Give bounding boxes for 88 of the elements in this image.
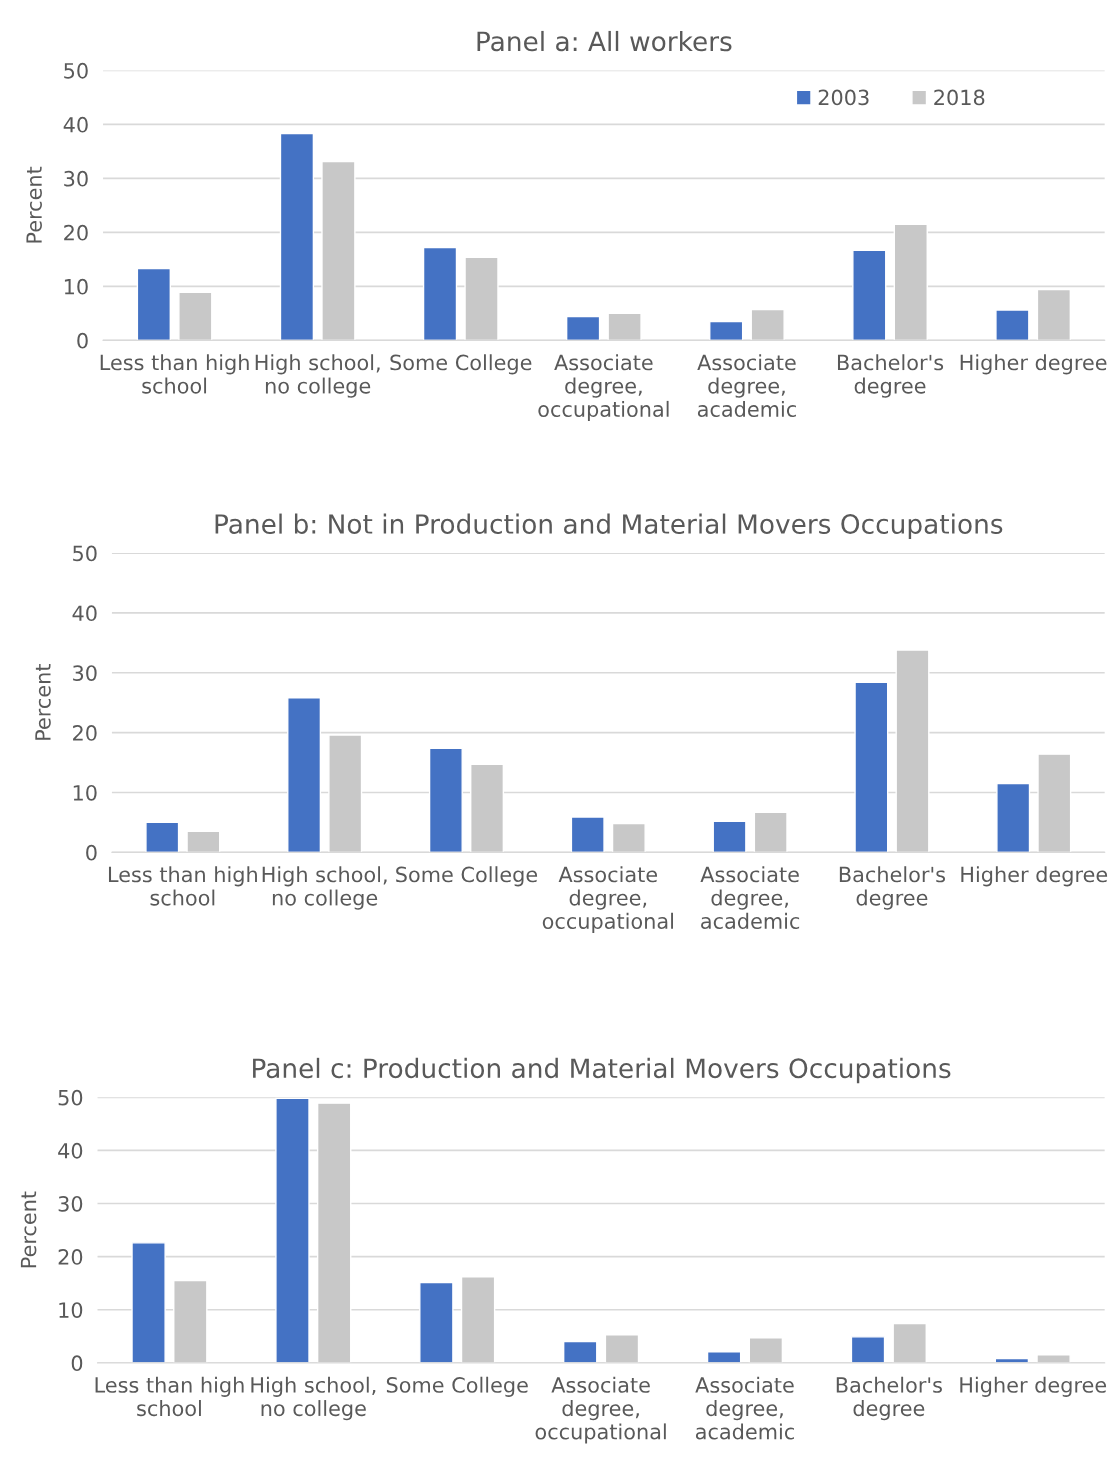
x-tick-label: Some College xyxy=(390,354,532,375)
y-tick-label: 40 xyxy=(63,116,88,133)
bar xyxy=(328,734,363,853)
x-tick-label: Less than high school xyxy=(108,866,257,906)
bar xyxy=(1036,288,1072,341)
y-tick-label: 10 xyxy=(59,1302,83,1318)
y-tick-label: 0 xyxy=(77,332,88,349)
y-tick-label: 50 xyxy=(73,545,97,562)
y-tick-label: 30 xyxy=(73,665,97,681)
y-tick-label: 0 xyxy=(71,1355,83,1372)
bar xyxy=(145,821,180,853)
legend-label: 2003 xyxy=(818,89,869,106)
x-tick-label: Associate degree, occupational xyxy=(535,1376,666,1444)
bar xyxy=(750,308,785,341)
bar xyxy=(275,1097,310,1363)
x-tick-label: Higher degree xyxy=(960,1376,1107,1397)
bar xyxy=(279,132,315,341)
x-tick-label: Associate degree, occupational xyxy=(542,866,673,934)
y-tick-label: 30 xyxy=(58,1195,83,1212)
bar xyxy=(562,1340,598,1363)
bar xyxy=(419,1281,454,1363)
x-tick-label: Some College xyxy=(396,866,538,887)
bar xyxy=(1037,753,1072,853)
x-tick-label: Higher degree xyxy=(961,866,1108,887)
bar xyxy=(422,246,458,341)
bar xyxy=(464,256,499,341)
bar xyxy=(709,320,744,341)
bar xyxy=(178,291,213,341)
legend-label: 2018 xyxy=(934,89,985,106)
y-axis-title: Percent xyxy=(26,166,42,243)
bar xyxy=(753,811,788,853)
y-tick-label: 40 xyxy=(58,1142,83,1159)
y-tick-label: 20 xyxy=(73,725,97,741)
y-axis-title: Percent xyxy=(35,664,51,740)
bar xyxy=(321,160,356,341)
bar xyxy=(893,223,928,341)
x-tick-label: Associate degree, academic xyxy=(697,354,796,418)
y-tick-label: 10 xyxy=(64,278,88,295)
bar xyxy=(470,763,505,853)
bar xyxy=(607,312,642,341)
bar xyxy=(850,1336,886,1363)
x-tick-label: Some College xyxy=(386,1376,528,1397)
chart-title: Panel c: Production and Material Movers Occupations xyxy=(253,1057,951,1084)
x-tick-label: High school, no college xyxy=(251,1376,376,1421)
y-tick-label: 10 xyxy=(73,784,97,801)
bar xyxy=(611,822,646,853)
bar xyxy=(565,315,601,341)
x-tick-label: Less than high school xyxy=(100,354,249,394)
x-tick-label: Bachelor's degree xyxy=(837,354,944,398)
bar xyxy=(186,830,221,853)
x-tick-label: High school, no college xyxy=(262,866,387,910)
bar xyxy=(852,249,887,341)
bar xyxy=(460,1276,496,1363)
bar xyxy=(854,681,889,853)
bar xyxy=(287,697,322,853)
bar xyxy=(712,820,747,853)
bar xyxy=(996,782,1031,853)
x-tick-label: Higher degree xyxy=(960,354,1107,375)
bar xyxy=(895,649,930,853)
y-tick-label: 40 xyxy=(72,605,97,622)
bar xyxy=(706,1350,742,1363)
y-tick-label: 50 xyxy=(64,62,88,79)
x-tick-label: High school, no college xyxy=(255,354,380,398)
bar xyxy=(748,1337,784,1363)
bar xyxy=(136,267,171,341)
bar xyxy=(316,1102,352,1363)
y-axis-title: Percent xyxy=(20,1191,37,1268)
bar xyxy=(428,747,463,853)
x-tick-label: Bachelor's degree xyxy=(839,866,946,910)
x-tick-label: Less than high school xyxy=(95,1376,244,1417)
y-tick-label: 20 xyxy=(64,224,88,241)
bar xyxy=(892,1322,927,1363)
bar xyxy=(1036,1354,1071,1363)
y-tick-label: 50 xyxy=(58,1089,83,1106)
bar xyxy=(131,1242,166,1363)
x-tick-label: Associate degree, academic xyxy=(695,1376,794,1440)
x-tick-label: Associate degree, academic xyxy=(700,866,800,929)
y-tick-label: 30 xyxy=(64,170,88,187)
y-tick-label: 0 xyxy=(86,844,97,861)
x-tick-label: Associate degree, occupational xyxy=(538,354,669,422)
chart-title: Panel b: Not in Production and Material Movers Occupations xyxy=(215,513,1003,540)
y-tick-label: 20 xyxy=(58,1249,83,1265)
chart-title: Panel a: All workers xyxy=(477,30,732,52)
bar xyxy=(604,1334,640,1363)
x-tick-label: Bachelor's degree xyxy=(836,1376,942,1421)
bar xyxy=(173,1279,208,1363)
bar xyxy=(995,309,1030,341)
bar xyxy=(570,816,605,853)
